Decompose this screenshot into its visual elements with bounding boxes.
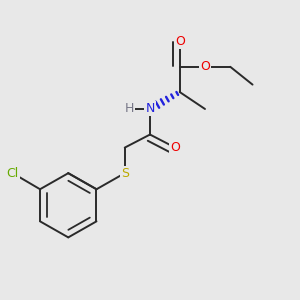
Text: Cl: Cl: [7, 167, 19, 180]
Text: N: N: [145, 103, 155, 116]
Text: O: O: [200, 60, 210, 73]
Text: O: O: [170, 141, 180, 154]
Text: S: S: [121, 167, 129, 180]
Text: H: H: [125, 103, 134, 116]
Text: O: O: [175, 35, 185, 48]
